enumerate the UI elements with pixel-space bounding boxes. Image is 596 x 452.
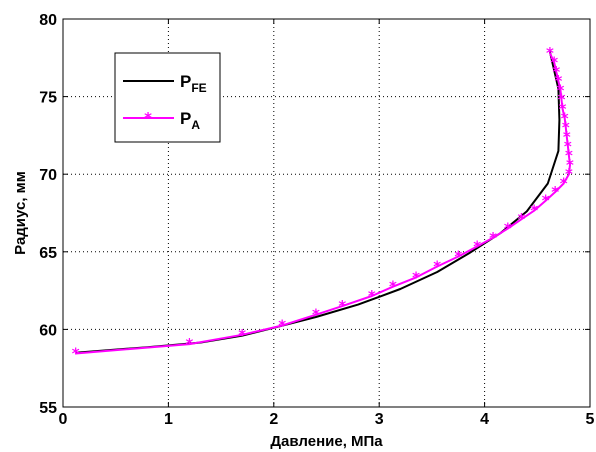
data-point-marker: *: [454, 247, 462, 265]
data-point-marker: *: [557, 81, 565, 99]
data-point-marker: *: [565, 165, 573, 183]
data-point-marker: *: [560, 175, 568, 193]
data-point-marker: *: [518, 210, 526, 228]
y-tick-label: 80: [39, 12, 57, 29]
data-point-marker: *: [389, 278, 397, 296]
data-point-marker: *: [72, 344, 80, 362]
data-point-marker: *: [530, 202, 538, 220]
data-point-marker: *: [473, 237, 481, 255]
legend-label-a-main: P: [180, 109, 191, 128]
data-point-marker: *: [550, 53, 558, 71]
plot-frame: [62, 18, 591, 408]
legend-marker-a: *: [144, 109, 152, 127]
legend-label-a: PA: [180, 109, 200, 132]
legend-box: [114, 52, 221, 143]
data-point-marker: *: [368, 287, 376, 305]
data-point-marker: *: [565, 147, 573, 165]
data-point-marker: *: [433, 258, 441, 276]
x-tick-label: 4: [480, 411, 489, 428]
legend-label-fe-main: P: [180, 72, 191, 91]
data-point-marker: *: [562, 119, 570, 137]
x-tick-label: 2: [269, 411, 278, 428]
data-point-marker: *: [412, 268, 420, 286]
data-point-marker: *: [278, 317, 286, 335]
data-point-marker: *: [338, 297, 346, 315]
data-point-marker: *: [238, 326, 246, 344]
x-tick-label: 0: [59, 411, 68, 428]
data-point-marker: *: [186, 335, 194, 353]
y-tick-label: 75: [39, 90, 57, 107]
series-line-1: [75, 52, 571, 355]
data-point-marker: *: [546, 44, 554, 62]
x-tick-label: 5: [586, 411, 595, 428]
data-point-marker: *: [504, 220, 512, 238]
data-point-marker: *: [312, 306, 320, 324]
data-point-marker: *: [561, 109, 569, 127]
data-point-marker: *: [558, 91, 566, 109]
x-axis-label: Давление, МПа: [270, 433, 383, 450]
data-point-marker: *: [554, 72, 562, 90]
series-layer: ***** ******* *** ** * ***************: [72, 44, 574, 362]
y-tick-label: 65: [39, 245, 57, 262]
data-point-marker: *: [563, 128, 571, 146]
x-tick-label: 1: [164, 411, 173, 428]
y-tick-label: 70: [39, 167, 57, 184]
data-point-marker: *: [552, 63, 560, 81]
data-point-marker: *: [551, 183, 559, 201]
data-point-marker: *: [559, 100, 567, 118]
legend-label-a-sub: A: [191, 118, 200, 132]
legend-label-fe: PFE: [180, 72, 207, 95]
data-point-marker: *: [564, 137, 572, 155]
legend-label-fe-sub: FE: [191, 81, 206, 95]
data-point-marker: *: [489, 229, 497, 247]
y-axis-label: Радиус, мм: [12, 171, 29, 255]
y-tick-label: 60: [39, 322, 57, 339]
data-point-marker: *: [566, 156, 574, 174]
x-tick-label: 3: [375, 411, 384, 428]
data-point-marker: *: [542, 192, 550, 210]
y-tick-label: 55: [39, 400, 57, 417]
legend: PFE * PA: [114, 52, 221, 143]
